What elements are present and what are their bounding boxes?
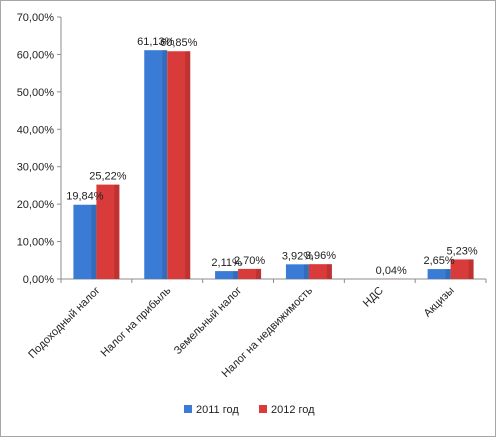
bar-shade	[445, 269, 451, 279]
y-tick-label: 20,00%	[17, 199, 55, 211]
data-label: 2,70%	[234, 255, 265, 267]
bar-shade	[326, 264, 332, 279]
y-tick-label: 40,00%	[17, 124, 55, 136]
data-label: 2,65%	[423, 255, 454, 267]
category-label: Подоходный налог	[26, 285, 102, 361]
category-label: Акцизы	[422, 285, 457, 320]
data-label: 3,96%	[305, 250, 336, 262]
legend-swatch	[259, 405, 267, 413]
legend-label: 2011 год	[196, 404, 239, 416]
category-label: Земельный налог	[172, 285, 244, 357]
bar-series-2	[96, 184, 120, 279]
bar-shade	[233, 271, 239, 279]
data-label: 0,04%	[376, 265, 407, 277]
category-label: Налог на прибыль	[99, 284, 174, 359]
data-label: 61,13%	[137, 36, 175, 48]
y-tick-label: 30,00%	[17, 162, 55, 174]
legend: 2011 год 2012 год	[184, 404, 315, 416]
bar-series-1	[215, 271, 239, 279]
bar-series-2	[450, 259, 474, 279]
data-label: 19,84%	[66, 191, 104, 203]
bar-shade	[303, 264, 309, 279]
data-label: 60,85%	[160, 37, 198, 49]
bar-series-1	[427, 269, 451, 279]
data-labels: 19,84% 61,13% 2,11% 3,92% 2,65% 25,22% 60,85% 2…	[66, 36, 478, 277]
y-tick-label: 60,00%	[17, 49, 55, 61]
bar-shade	[114, 184, 120, 279]
bar-shade	[468, 259, 474, 279]
legend-swatch	[184, 405, 192, 413]
y-tick-label: 0,00%	[23, 274, 54, 286]
axes: 0,00% 10,00% 20,00% 30,00% 40,00% 50,00% 60,00…	[17, 12, 487, 286]
data-label: 25,22%	[89, 171, 127, 183]
bar-shade	[162, 50, 168, 279]
data-label: 3,92%	[282, 250, 313, 262]
bar-series-1	[144, 50, 168, 279]
bar-shade	[91, 204, 97, 279]
bar-series-1	[285, 264, 309, 279]
bar-shade	[185, 51, 191, 279]
y-tick-label: 10,00%	[17, 237, 55, 249]
y-tick-label: 70,00%	[17, 12, 55, 24]
bar-series-2	[308, 264, 332, 279]
bars	[73, 50, 474, 279]
y-tick-label: 50,00%	[17, 87, 55, 99]
data-label: 5,23%	[446, 245, 477, 257]
legend-label: 2012 год	[271, 404, 315, 416]
bar-series-1	[73, 204, 97, 279]
data-label: 2,11%	[211, 257, 242, 269]
bar-series-2	[167, 51, 191, 279]
category-label: НДС	[361, 285, 386, 310]
bar-shade	[256, 268, 262, 279]
bar-series-2	[238, 268, 262, 279]
